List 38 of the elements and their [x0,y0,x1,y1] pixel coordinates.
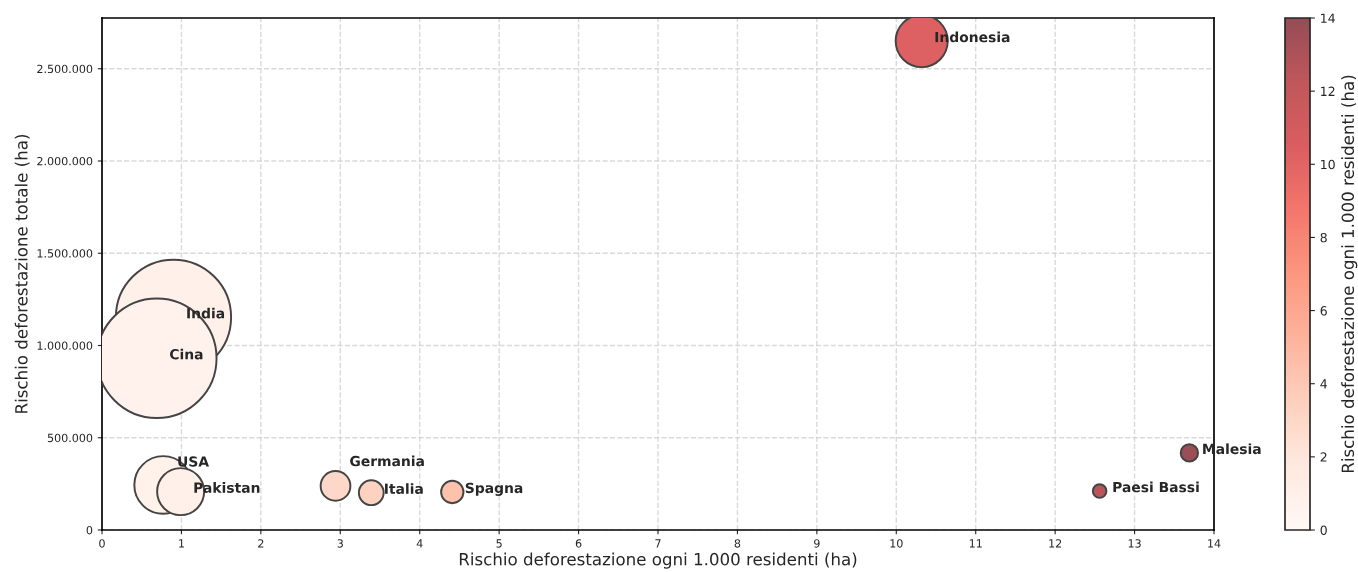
annotation: Spagna [465,482,523,496]
color-bar-title: Rischio deforestazione ogni 1.000 residenti (ha) [1341,75,1358,473]
x-tick-label: 12 [1049,539,1062,548]
x-tick-label: 13 [1128,539,1141,548]
color-bar-label: 0 [1320,525,1327,535]
y-axis-title: Rischio deforestazione totale (ha) [14,134,30,413]
color-bar-label: 12 [1321,86,1335,96]
x-tick-label: 6 [575,539,582,548]
y-tick-label: 500.000 [47,433,93,443]
y-tick-label: 2.500.000 [37,64,93,74]
x-tick-label: 4 [416,539,423,548]
color-bar-label: 10 [1321,159,1335,170]
annotation: Germania [350,455,424,467]
x-axis-title: Rischio deforestazione ogni 1.000 residenti (ha) [459,552,857,569]
x-tick-label: 2 [258,539,264,548]
x-tick-label: 8 [734,539,741,548]
color-bar-label: 4 [1320,379,1327,389]
x-tick-label: 14 [1208,539,1221,548]
color-bar-label: 8 [1320,232,1327,243]
annotation: Paesi Bassi [1113,481,1199,493]
y-tick-label: 1.500.000 [37,249,93,258]
annotation: Italia [385,483,423,494]
x-tick-label: 7 [655,539,661,548]
y-tick-label: 0 [86,525,93,535]
x-tick-label: 0 [99,539,105,548]
x-tick-label: 11 [969,539,982,548]
y-tick-label: 2.000.000 [37,156,93,166]
color-bar-label: 6 [1320,306,1327,316]
x-tick-label: 10 [890,539,903,548]
x-tick-label: 9 [814,539,820,548]
annotation: USA [178,456,210,467]
y-tick-label: 1.000.000 [37,341,93,350]
x-tick-label: 5 [496,539,502,548]
annotation: Cina [170,348,203,360]
color-bar-label: 2 [1320,452,1327,462]
x-tick-label: 1 [179,539,184,548]
x-tick-label: 3 [337,539,343,548]
color-bar-label: 14 [1321,13,1335,23]
